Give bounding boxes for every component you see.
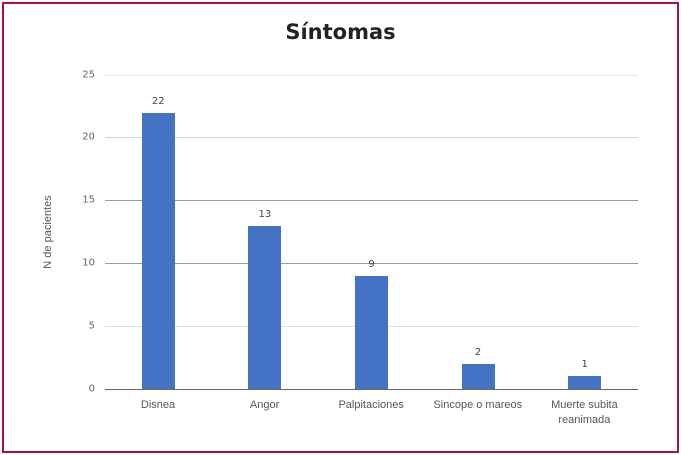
bar-2 — [355, 275, 388, 389]
bar-3 — [461, 363, 495, 389]
x-axis-line — [105, 389, 638, 390]
x-label-palpitaciones: Palpitaciones — [338, 399, 404, 411]
value-label-3: 2 — [474, 346, 482, 358]
y-tick-15: 15 — [82, 194, 95, 206]
x-label-disnea: Disnea — [140, 399, 176, 411]
chart-title: Síntomas — [285, 20, 396, 44]
gridline-20 — [105, 137, 638, 138]
x-label-sincope: Sincope o mareos — [433, 399, 523, 411]
bar-1 — [248, 225, 282, 389]
bar-0 — [141, 112, 175, 389]
value-label-0: 22 — [151, 95, 165, 107]
value-label-4: 1 — [581, 359, 588, 371]
y-axis-label: N de pacientes — [42, 195, 54, 269]
gridline-10 — [105, 263, 638, 264]
y-tick-20: 20 — [82, 131, 95, 143]
y-tick-5: 5 — [88, 320, 95, 332]
bar-4 — [568, 376, 602, 389]
gridline-25 — [105, 75, 638, 76]
y-tick-10: 10 — [82, 257, 95, 269]
x-label-angor: Angor — [249, 399, 280, 411]
y-tick-25: 25 — [82, 69, 95, 81]
x-label-muerte-subita: Muerte subita reanimada — [551, 399, 618, 426]
value-label-2: 9 — [368, 258, 375, 270]
value-label-1: 13 — [258, 208, 272, 220]
y-tick-0: 0 — [88, 383, 95, 395]
plot-area: 25 20 15 10 5 0 22 13 9 2 1 Disnea Angor Pal… — [82, 70, 638, 426]
gridline-15 — [105, 200, 638, 201]
